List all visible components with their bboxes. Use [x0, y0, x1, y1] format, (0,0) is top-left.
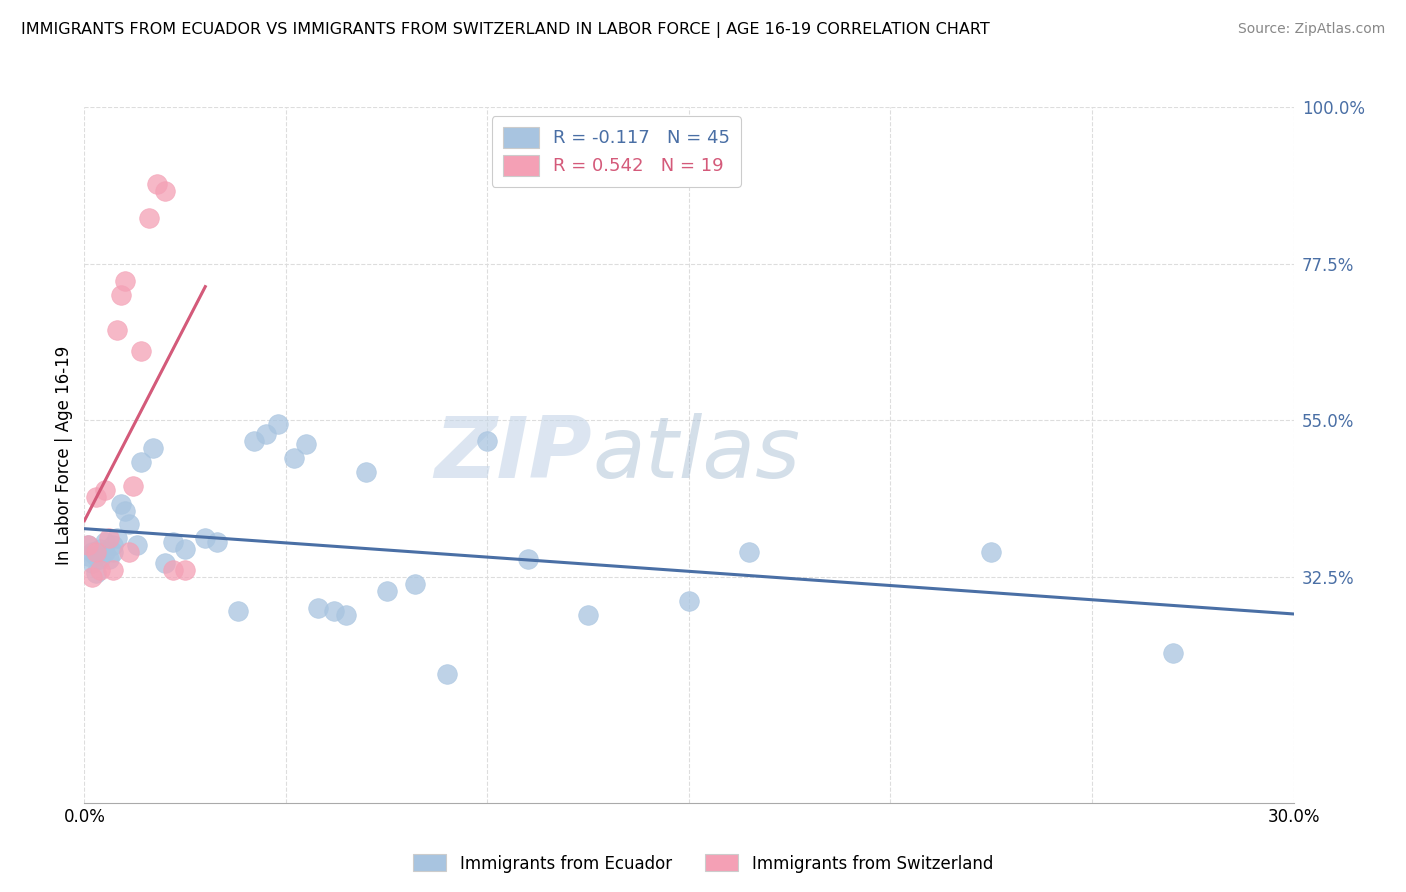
- Point: [404, 576, 426, 591]
- Point: [82, 556, 104, 570]
- Point: [1161, 646, 1184, 660]
- Point: [110, 288, 132, 302]
- Point: [142, 441, 165, 455]
- Point: [105, 532, 128, 546]
- Point: [86, 549, 108, 563]
- Point: [174, 541, 197, 556]
- Point: [121, 479, 143, 493]
- Point: [82, 545, 104, 559]
- Point: [86, 490, 108, 504]
- Point: [307, 601, 329, 615]
- Point: [93, 535, 115, 549]
- Text: Source: ZipAtlas.com: Source: ZipAtlas.com: [1237, 22, 1385, 37]
- Point: [162, 535, 184, 549]
- Y-axis label: In Labor Force | Age 16-19: In Labor Force | Age 16-19: [55, 345, 73, 565]
- Point: [738, 545, 761, 559]
- Point: [105, 323, 128, 337]
- Point: [138, 211, 160, 226]
- Point: [242, 434, 264, 448]
- Text: ZIP: ZIP: [434, 413, 592, 497]
- Point: [174, 563, 197, 577]
- Legend: Immigrants from Ecuador, Immigrants from Switzerland: Immigrants from Ecuador, Immigrants from…: [406, 847, 1000, 880]
- Point: [101, 545, 124, 559]
- Point: [97, 552, 120, 566]
- Point: [295, 437, 318, 451]
- Legend: R = -0.117   N = 45, R = 0.542   N = 19: R = -0.117 N = 45, R = 0.542 N = 19: [492, 116, 741, 186]
- Point: [93, 545, 115, 559]
- Point: [678, 594, 700, 608]
- Point: [153, 556, 176, 570]
- Point: [375, 583, 398, 598]
- Point: [125, 538, 148, 552]
- Point: [153, 184, 176, 198]
- Text: IMMIGRANTS FROM ECUADOR VS IMMIGRANTS FROM SWITZERLAND IN LABOR FORCE | AGE 16-1: IMMIGRANTS FROM ECUADOR VS IMMIGRANTS FR…: [21, 22, 990, 38]
- Point: [980, 545, 1002, 559]
- Point: [86, 545, 108, 559]
- Point: [118, 545, 141, 559]
- Point: [516, 552, 538, 566]
- Point: [283, 451, 305, 466]
- Point: [436, 667, 458, 681]
- Point: [110, 497, 132, 511]
- Point: [89, 563, 111, 577]
- Point: [89, 541, 111, 556]
- Point: [118, 517, 141, 532]
- Point: [194, 532, 217, 546]
- Point: [93, 483, 115, 497]
- Point: [86, 566, 108, 581]
- Point: [101, 538, 124, 552]
- Point: [77, 538, 100, 552]
- Point: [129, 455, 152, 469]
- Point: [146, 177, 169, 191]
- Point: [335, 607, 357, 622]
- Point: [97, 532, 120, 546]
- Point: [129, 343, 152, 358]
- Point: [162, 563, 184, 577]
- Point: [89, 552, 111, 566]
- Point: [114, 274, 136, 288]
- Text: atlas: atlas: [592, 413, 800, 497]
- Point: [114, 503, 136, 517]
- Point: [101, 563, 124, 577]
- Point: [207, 535, 229, 549]
- Point: [356, 466, 378, 480]
- Point: [77, 538, 100, 552]
- Point: [267, 417, 290, 431]
- Point: [254, 427, 277, 442]
- Point: [77, 549, 100, 563]
- Point: [226, 605, 249, 619]
- Point: [576, 607, 599, 622]
- Point: [477, 434, 499, 448]
- Point: [323, 605, 346, 619]
- Point: [82, 570, 104, 584]
